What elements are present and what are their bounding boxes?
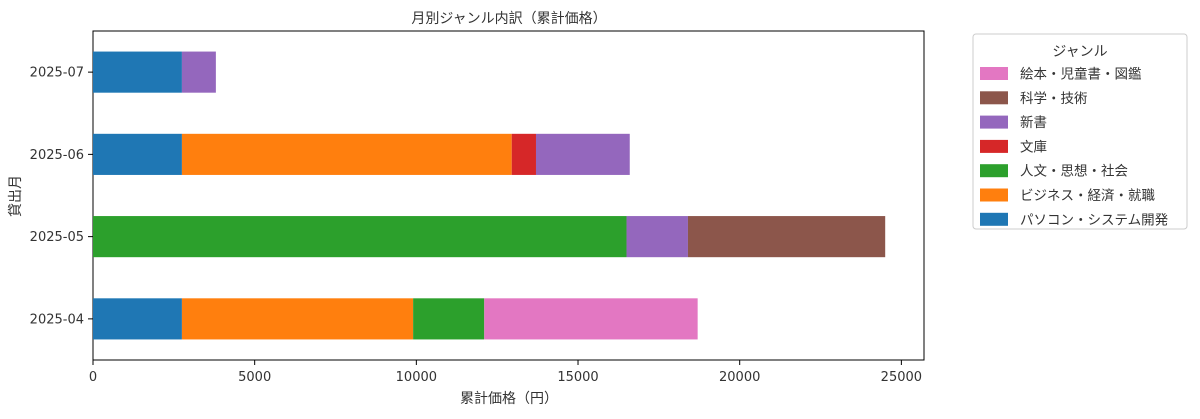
bar-2025-06-series-4 <box>535 133 630 175</box>
legend-title: ジャンル <box>1052 44 1107 60</box>
bar-2025-05-series-2 <box>93 216 627 258</box>
bar-2025-06-series-3 <box>511 133 536 175</box>
y-axis-label: 貸出月 <box>8 175 24 217</box>
y-axis-ticks: 2025-04 2025-05 2025-06 2025-07 <box>30 66 93 327</box>
x-tick-label: 20000 <box>719 370 760 385</box>
x-axis-ticks: 0 5000 10000 15000 20000 25000 <box>89 360 922 385</box>
bar-2025-04-series-6 <box>484 298 698 340</box>
legend-label: 人文・思想・社会 <box>1020 164 1128 180</box>
legend-items: 絵本・児童書・図鑑科学・技術新書文庫人文・思想・社会ビジネス・経済・就職パソコン… <box>980 66 1169 228</box>
bar-2025-05-series-5 <box>687 216 886 258</box>
bar-2025-04-series-2 <box>413 298 485 340</box>
y-tick-label: 2025-07 <box>30 66 84 81</box>
legend-label: 科学・技術 <box>1020 91 1088 107</box>
legend-swatch <box>980 139 1008 153</box>
legend-swatch <box>980 212 1008 226</box>
y-tick-label: 2025-04 <box>30 312 84 327</box>
legend-swatch <box>980 91 1008 105</box>
bar-2025-05-series-4 <box>626 216 688 258</box>
chart-title: 月別ジャンル内訳（累計価格） <box>411 11 606 27</box>
legend-swatch <box>980 67 1008 80</box>
bar-2025-06-series-0 <box>93 133 182 175</box>
x-tick-label: 5000 <box>238 370 271 385</box>
bar-2025-07-series-4 <box>181 51 216 93</box>
y-tick-label: 2025-06 <box>30 148 84 163</box>
bars-group <box>93 51 886 340</box>
legend-frame <box>972 33 1188 230</box>
bar-2025-04-series-0 <box>93 298 182 340</box>
bar-2025-06-series-1 <box>181 133 512 175</box>
bar-2025-04-series-1 <box>181 298 414 340</box>
x-axis-label: 累計価格（円） <box>460 391 558 407</box>
x-tick-label: 25000 <box>881 370 922 385</box>
legend-label: ビジネス・経済・就職 <box>1020 188 1155 204</box>
legend-swatch <box>980 115 1008 129</box>
y-tick-label: 2025-05 <box>30 230 84 245</box>
legend-label: 新書 <box>1020 115 1047 131</box>
legend: ジャンル 絵本・児童書・図鑑科学・技術新書文庫人文・思想・社会ビジネス・経済・就… <box>972 33 1188 230</box>
x-tick-label: 15000 <box>557 370 598 385</box>
bar-2025-07-series-0 <box>93 51 182 93</box>
x-tick-label: 0 <box>89 370 97 385</box>
x-tick-label: 10000 <box>396 370 437 385</box>
legend-label: パソコン・システム開発 <box>1020 212 1169 228</box>
legend-swatch <box>980 164 1008 178</box>
legend-label: 絵本・児童書・図鑑 <box>1020 66 1142 83</box>
legend-label: 文庫 <box>1020 139 1047 155</box>
legend-swatch <box>980 188 1008 202</box>
